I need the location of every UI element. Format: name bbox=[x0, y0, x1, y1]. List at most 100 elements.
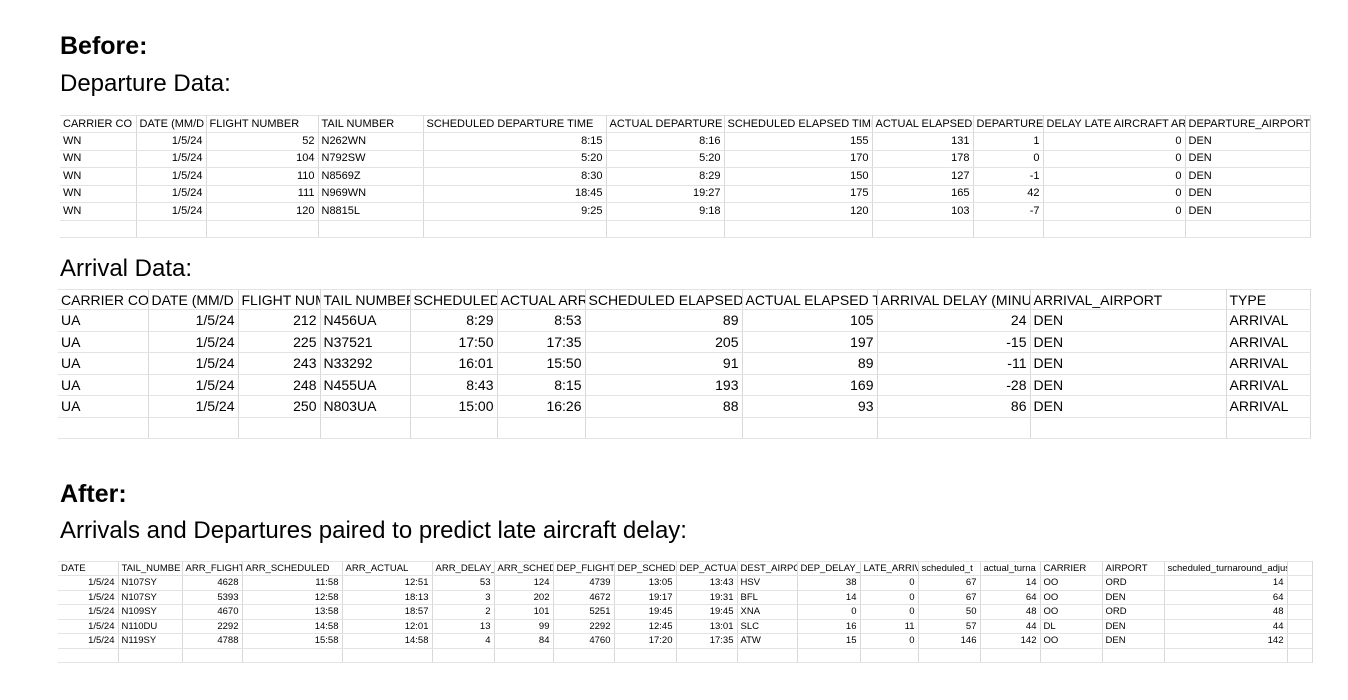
column-header[interactable]: CARRIER CO bbox=[60, 115, 137, 133]
table-cell[interactable]: 52 bbox=[206, 132, 319, 151]
table-cell[interactable]: 1/5/24 bbox=[58, 619, 119, 634]
table-cell[interactable]: N455UA bbox=[320, 374, 411, 396]
table-cell[interactable] bbox=[797, 648, 861, 663]
table-cell[interactable]: ARRIVAL bbox=[1226, 309, 1311, 332]
table-cell[interactable]: 0 bbox=[1043, 132, 1186, 151]
column-header[interactable]: DEP_ACTUA bbox=[676, 561, 738, 576]
column-header[interactable] bbox=[1287, 561, 1313, 576]
table-cell[interactable] bbox=[877, 417, 1031, 439]
column-header[interactable]: CARRIER bbox=[1040, 561, 1103, 576]
table-cell[interactable]: 1/5/24 bbox=[136, 167, 207, 186]
table-cell[interactable] bbox=[318, 220, 424, 238]
table-cell[interactable]: 142 bbox=[980, 633, 1041, 649]
table-cell[interactable] bbox=[606, 220, 725, 238]
table-cell[interactable]: 243 bbox=[238, 352, 321, 375]
table-cell[interactable]: 101 bbox=[494, 604, 554, 620]
table-cell[interactable]: 15 bbox=[797, 633, 861, 649]
table-cell[interactable]: 5251 bbox=[553, 604, 615, 620]
table-cell[interactable]: DEN bbox=[1102, 619, 1165, 634]
table-cell[interactable]: HSV bbox=[737, 575, 798, 591]
table-cell[interactable]: 14 bbox=[980, 575, 1041, 591]
table-cell[interactable] bbox=[118, 648, 183, 663]
column-header[interactable]: ARR_FLIGHT bbox=[182, 561, 243, 576]
table-cell[interactable]: 4788 bbox=[182, 633, 243, 649]
table-cell[interactable]: 0 bbox=[1043, 185, 1186, 203]
table-cell[interactable]: 8:15 bbox=[497, 374, 586, 396]
table-cell[interactable] bbox=[60, 220, 137, 238]
table-cell[interactable]: 2 bbox=[432, 604, 495, 620]
table-cell[interactable]: 111 bbox=[206, 185, 319, 203]
table-cell[interactable]: -11 bbox=[877, 352, 1031, 375]
table-cell[interactable]: ARRIVAL bbox=[1226, 331, 1311, 353]
table-cell[interactable]: 8:29 bbox=[606, 167, 725, 186]
table-cell[interactable]: ARRIVAL bbox=[1226, 352, 1311, 375]
table-cell[interactable]: 1/5/24 bbox=[58, 590, 119, 605]
table-cell[interactable]: 0 bbox=[1043, 202, 1186, 221]
table-cell[interactable]: 13:05 bbox=[614, 575, 677, 591]
table-cell[interactable]: 146 bbox=[918, 633, 981, 649]
table-cell[interactable] bbox=[320, 417, 411, 439]
table-cell[interactable]: 142 bbox=[1164, 633, 1288, 649]
table-cell[interactable]: 16:01 bbox=[410, 352, 498, 375]
table-cell[interactable]: UA bbox=[58, 331, 149, 353]
column-header[interactable]: ACTUAL ELAPSED TI bbox=[872, 115, 974, 133]
table-cell[interactable]: 0 bbox=[1043, 167, 1186, 186]
table-cell[interactable]: 2292 bbox=[182, 619, 243, 634]
table-cell[interactable] bbox=[1043, 220, 1186, 238]
table-cell[interactable] bbox=[860, 648, 919, 663]
table-cell[interactable]: BFL bbox=[737, 590, 798, 605]
column-header[interactable]: DELAY LATE AIRCRAFT ARR bbox=[1043, 115, 1186, 133]
table-cell[interactable]: 225 bbox=[238, 331, 321, 353]
table-cell[interactable]: XNA bbox=[737, 604, 798, 620]
table-cell[interactable] bbox=[918, 648, 981, 663]
table-cell[interactable]: 48 bbox=[1164, 604, 1288, 620]
table-cell[interactable]: 0 bbox=[860, 604, 919, 620]
column-header[interactable]: ARRIVAL DELAY (MINUT bbox=[877, 289, 1031, 310]
table-cell[interactable] bbox=[136, 220, 207, 238]
table-cell[interactable] bbox=[1102, 648, 1165, 663]
table-cell[interactable]: 120 bbox=[206, 202, 319, 221]
column-header[interactable]: DEPARTURE I bbox=[973, 115, 1044, 133]
table-cell[interactable]: 0 bbox=[973, 150, 1044, 168]
table-cell[interactable]: N262WN bbox=[318, 132, 424, 151]
table-cell[interactable]: 11:58 bbox=[242, 575, 343, 591]
table-cell[interactable]: 178 bbox=[872, 150, 974, 168]
table-cell[interactable] bbox=[737, 648, 798, 663]
table-cell[interactable] bbox=[242, 648, 343, 663]
column-header[interactable]: CARRIER CO bbox=[58, 289, 149, 310]
column-header[interactable]: TAIL NUMBER bbox=[318, 115, 424, 133]
column-header[interactable]: ARR_DELAY_ bbox=[432, 561, 495, 576]
table-cell[interactable]: ORD bbox=[1102, 575, 1165, 591]
table-cell[interactable]: N33292 bbox=[320, 352, 411, 375]
table-cell[interactable]: UA bbox=[58, 374, 149, 396]
column-header[interactable]: scheduled_turnaround_adjuste bbox=[1164, 561, 1288, 576]
table-cell[interactable]: OO bbox=[1040, 633, 1103, 649]
table-cell[interactable]: 0 bbox=[797, 604, 861, 620]
table-cell[interactable]: DEN bbox=[1102, 633, 1165, 649]
table-cell[interactable]: 1/5/24 bbox=[58, 575, 119, 591]
table-cell[interactable]: 12:51 bbox=[342, 575, 433, 591]
table-cell[interactable]: 17:20 bbox=[614, 633, 677, 649]
table-cell[interactable]: N969WN bbox=[318, 185, 424, 203]
table-cell[interactable]: 15:50 bbox=[497, 352, 586, 375]
table-cell[interactable] bbox=[182, 648, 243, 663]
table-cell[interactable]: 202 bbox=[494, 590, 554, 605]
table-cell[interactable]: 5:20 bbox=[606, 150, 725, 168]
table-cell[interactable]: 19:45 bbox=[676, 604, 738, 620]
column-header[interactable]: scheduled_t bbox=[918, 561, 981, 576]
table-cell[interactable]: N107SY bbox=[118, 575, 183, 591]
column-header[interactable]: ACTUAL ARRI bbox=[497, 289, 586, 310]
table-cell[interactable] bbox=[423, 220, 607, 238]
table-cell[interactable] bbox=[58, 648, 119, 663]
table-cell[interactable] bbox=[410, 417, 498, 439]
table-cell[interactable]: 9:18 bbox=[606, 202, 725, 221]
table-cell[interactable]: 13 bbox=[432, 619, 495, 634]
table-cell[interactable]: N803UA bbox=[320, 395, 411, 418]
column-header[interactable]: DEPARTURE_AIRPORT bbox=[1185, 115, 1311, 133]
table-cell[interactable]: 197 bbox=[742, 331, 878, 353]
table-cell[interactable] bbox=[58, 417, 149, 439]
table-cell[interactable] bbox=[238, 417, 321, 439]
table-cell[interactable]: DEN bbox=[1185, 132, 1311, 151]
table-cell[interactable]: 17:35 bbox=[676, 633, 738, 649]
table-cell[interactable]: 127 bbox=[872, 167, 974, 186]
